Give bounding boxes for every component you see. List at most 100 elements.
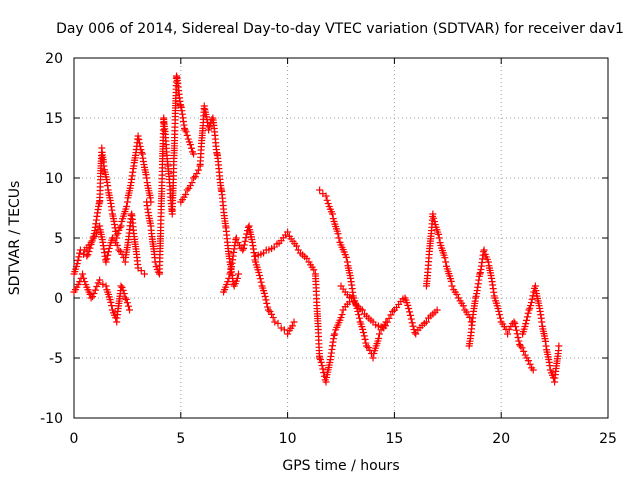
data-point <box>435 234 443 242</box>
data-point <box>322 192 330 200</box>
data-point <box>338 311 346 319</box>
data-point <box>407 315 415 323</box>
x-tick-label: 15 <box>385 431 403 447</box>
data-point <box>359 325 367 333</box>
data-point <box>91 286 99 294</box>
data-point <box>317 358 325 366</box>
data-point <box>113 241 121 249</box>
data-point <box>303 254 311 262</box>
data-point <box>406 308 414 316</box>
data-point <box>224 278 232 286</box>
data-point <box>528 295 536 303</box>
data-point <box>524 357 532 365</box>
x-tick-label: 10 <box>279 431 297 447</box>
data-point <box>190 150 198 158</box>
series-trace-c <box>81 132 155 254</box>
data-point <box>525 306 533 314</box>
data-point <box>405 304 413 312</box>
data-point <box>447 277 455 285</box>
data-point <box>288 322 296 330</box>
data-point <box>76 249 84 257</box>
data-point <box>205 126 213 134</box>
data-point <box>73 260 81 268</box>
data-point <box>387 311 395 319</box>
data-point <box>441 254 449 262</box>
data-point <box>190 174 198 182</box>
data-point <box>316 186 324 194</box>
data-point <box>480 246 488 254</box>
y-tick-label: 5 <box>54 231 63 247</box>
data-point <box>136 139 144 147</box>
data-point <box>193 169 201 177</box>
data-point <box>516 342 524 350</box>
axis-ticks: 0 5 10 15 20 25 -10 -5 0 5 10 15 20 <box>40 51 617 447</box>
data-point <box>555 342 563 350</box>
data-point <box>99 280 107 288</box>
data-point <box>362 339 370 347</box>
data-point <box>90 289 98 297</box>
data-point <box>448 282 456 290</box>
data-point <box>268 310 276 318</box>
data-point <box>369 354 377 362</box>
data-point <box>123 202 131 210</box>
data-point <box>240 244 248 252</box>
data-point <box>269 314 277 322</box>
data-point <box>348 294 356 302</box>
data-point <box>123 299 131 307</box>
data-point <box>232 234 240 242</box>
data-point <box>263 299 271 307</box>
data-point <box>385 314 393 322</box>
data-point <box>239 246 247 254</box>
data-point <box>136 142 144 150</box>
data-point <box>274 319 282 327</box>
data-point <box>194 166 202 174</box>
data-point <box>494 304 502 312</box>
data-point <box>496 314 504 322</box>
data-point <box>126 306 134 314</box>
data-point <box>527 299 535 307</box>
data-point <box>234 270 242 278</box>
series-trace-h <box>316 186 390 362</box>
data-point <box>504 330 512 338</box>
data-point <box>113 234 121 242</box>
data-marks <box>70 72 563 386</box>
data-point <box>260 289 268 297</box>
data-point <box>72 263 80 271</box>
data-point <box>323 196 331 204</box>
data-point <box>527 302 535 310</box>
data-point <box>363 342 371 350</box>
data-point <box>512 323 520 331</box>
data-point <box>233 274 241 282</box>
data-point <box>318 362 326 370</box>
data-point <box>255 268 263 276</box>
y-tick-label: 10 <box>45 171 63 187</box>
data-point <box>183 131 191 139</box>
y-axis-label: SDTVAR / TECUs <box>7 181 23 296</box>
data-point <box>271 318 279 326</box>
data-point <box>187 144 195 152</box>
data-point <box>355 311 363 319</box>
data-point <box>74 281 82 289</box>
data-point <box>526 360 534 368</box>
data-point <box>96 276 104 284</box>
data-point <box>240 241 248 249</box>
data-point <box>406 311 414 319</box>
data-point <box>102 282 110 290</box>
data-point <box>496 311 504 319</box>
series-trace-g <box>252 228 356 386</box>
data-point <box>518 344 526 352</box>
data-point <box>389 308 397 315</box>
data-point <box>256 271 264 279</box>
grid <box>74 58 608 418</box>
data-point <box>134 132 142 140</box>
data-point <box>375 330 383 338</box>
x-tick-label: 5 <box>176 431 185 447</box>
data-point <box>430 218 438 226</box>
data-point <box>117 222 125 230</box>
data-point <box>81 278 89 286</box>
data-point <box>264 306 272 314</box>
data-point <box>277 324 285 332</box>
data-point <box>412 330 420 338</box>
data-point <box>284 228 292 236</box>
